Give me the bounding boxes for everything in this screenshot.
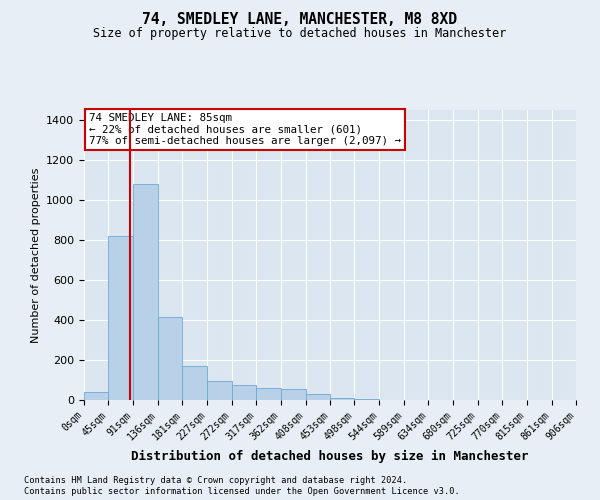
Bar — [232, 385, 256, 400]
Bar — [305, 394, 330, 400]
Bar — [281, 389, 305, 400]
Bar — [158, 317, 182, 400]
Text: Size of property relative to detached houses in Manchester: Size of property relative to detached ho… — [94, 28, 506, 40]
X-axis label: Distribution of detached houses by size in Manchester: Distribution of detached houses by size … — [131, 450, 529, 463]
Text: 74 SMEDLEY LANE: 85sqm
← 22% of detached houses are smaller (601)
77% of semi-de: 74 SMEDLEY LANE: 85sqm ← 22% of detached… — [89, 113, 401, 146]
Text: Contains public sector information licensed under the Open Government Licence v3: Contains public sector information licen… — [24, 487, 460, 496]
Bar — [207, 381, 232, 400]
Bar — [109, 236, 133, 400]
Bar — [256, 388, 281, 400]
Bar — [330, 398, 355, 400]
Text: 74, SMEDLEY LANE, MANCHESTER, M8 8XD: 74, SMEDLEY LANE, MANCHESTER, M8 8XD — [143, 12, 458, 28]
Y-axis label: Number of detached properties: Number of detached properties — [31, 168, 41, 342]
Bar — [355, 399, 379, 400]
Bar — [133, 184, 158, 400]
Bar — [84, 392, 109, 400]
Bar — [182, 366, 207, 400]
Text: Contains HM Land Registry data © Crown copyright and database right 2024.: Contains HM Land Registry data © Crown c… — [24, 476, 407, 485]
